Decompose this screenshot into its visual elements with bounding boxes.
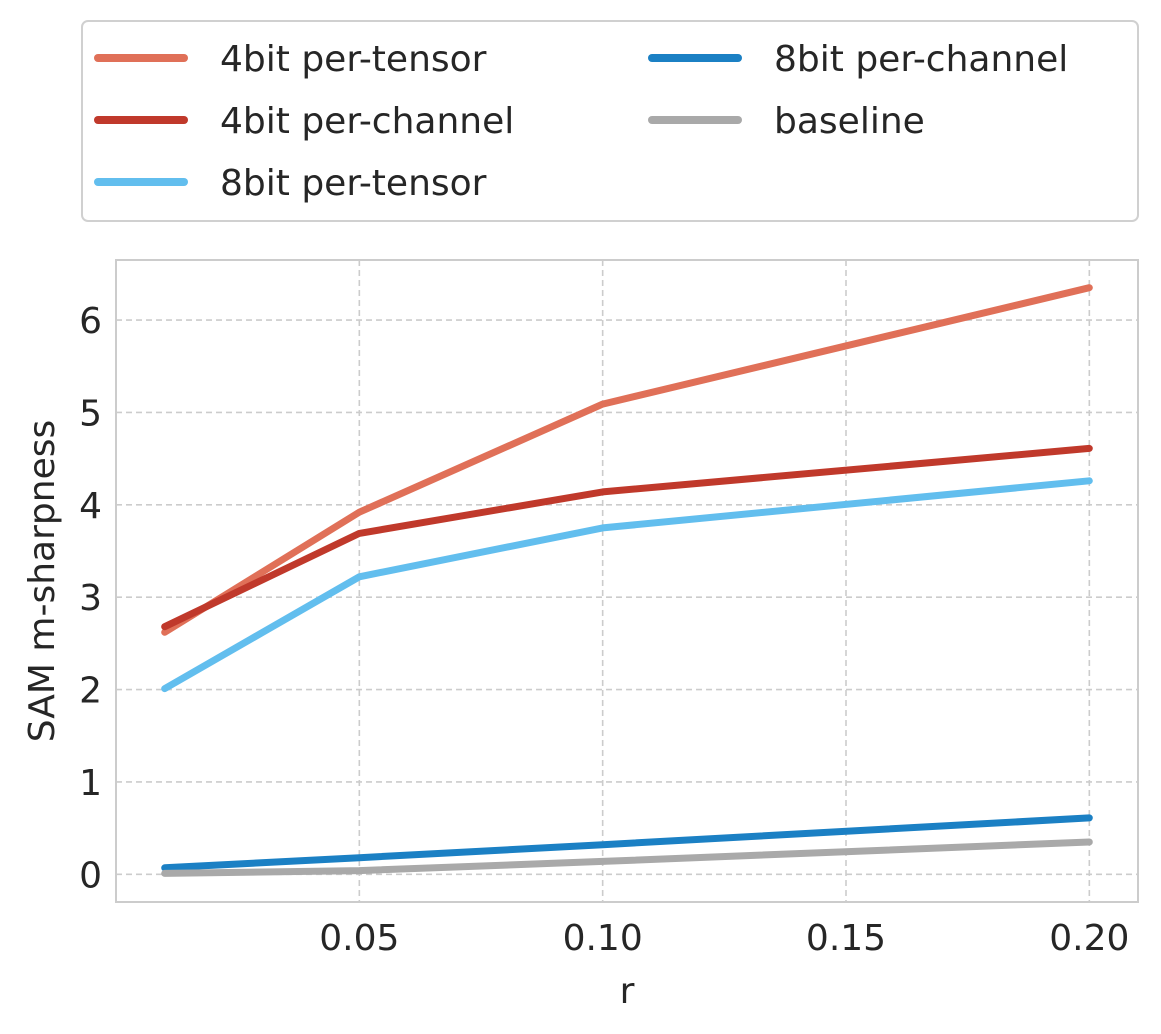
legend-label-8bit-per-channel: 8bit per-channel bbox=[774, 39, 1068, 80]
legend-label-4bit-per-tensor: 4bit per-tensor bbox=[220, 39, 487, 80]
y-tick-label: 0 bbox=[79, 855, 102, 896]
series-line-4bit-per-tensor bbox=[161, 284, 1093, 636]
x-tick-label: 0.10 bbox=[563, 918, 643, 959]
legend-label-8bit-per-tensor: 8bit per-tensor bbox=[220, 163, 487, 204]
x-axis-ticks: 0.05 0.10 0.15 0.20 bbox=[319, 918, 1129, 959]
y-tick-label: 1 bbox=[79, 763, 102, 804]
series-line-baseline bbox=[161, 838, 1093, 877]
x-tick-label: 0.15 bbox=[806, 918, 886, 959]
plot-area: 0.05 0.10 0.15 0.20 0 1 2 3 4 5 6 bbox=[79, 259, 1139, 959]
y-tick-label: 4 bbox=[79, 486, 102, 527]
series-lines bbox=[161, 284, 1093, 877]
y-axis-ticks: 0 1 2 3 4 5 6 bbox=[79, 301, 102, 896]
y-axis-label: SAM m-sharpness bbox=[22, 420, 63, 742]
y-tick-label: 3 bbox=[79, 578, 102, 619]
x-tick-label: 0.20 bbox=[1049, 918, 1129, 959]
legend-frame bbox=[81, 20, 1139, 222]
legend: 4bit per-tensor 4bit per-channel 8bit per-… bbox=[81, 20, 1139, 222]
x-axis-label: r bbox=[620, 971, 635, 1012]
series-line-4bit-per-channel bbox=[161, 444, 1093, 631]
legend-label-4bit-per-channel: 4bit per-channel bbox=[220, 101, 514, 142]
x-tick-label: 0.05 bbox=[319, 918, 399, 959]
y-tick-label: 2 bbox=[79, 671, 102, 712]
legend-label-baseline: baseline bbox=[774, 101, 925, 142]
plot-frame bbox=[115, 259, 1139, 903]
series-line-8bit-per-channel bbox=[161, 814, 1093, 872]
series-line-8bit-per-tensor bbox=[161, 477, 1093, 693]
y-tick-label: 6 bbox=[79, 301, 102, 342]
y-tick-label: 5 bbox=[79, 393, 102, 434]
